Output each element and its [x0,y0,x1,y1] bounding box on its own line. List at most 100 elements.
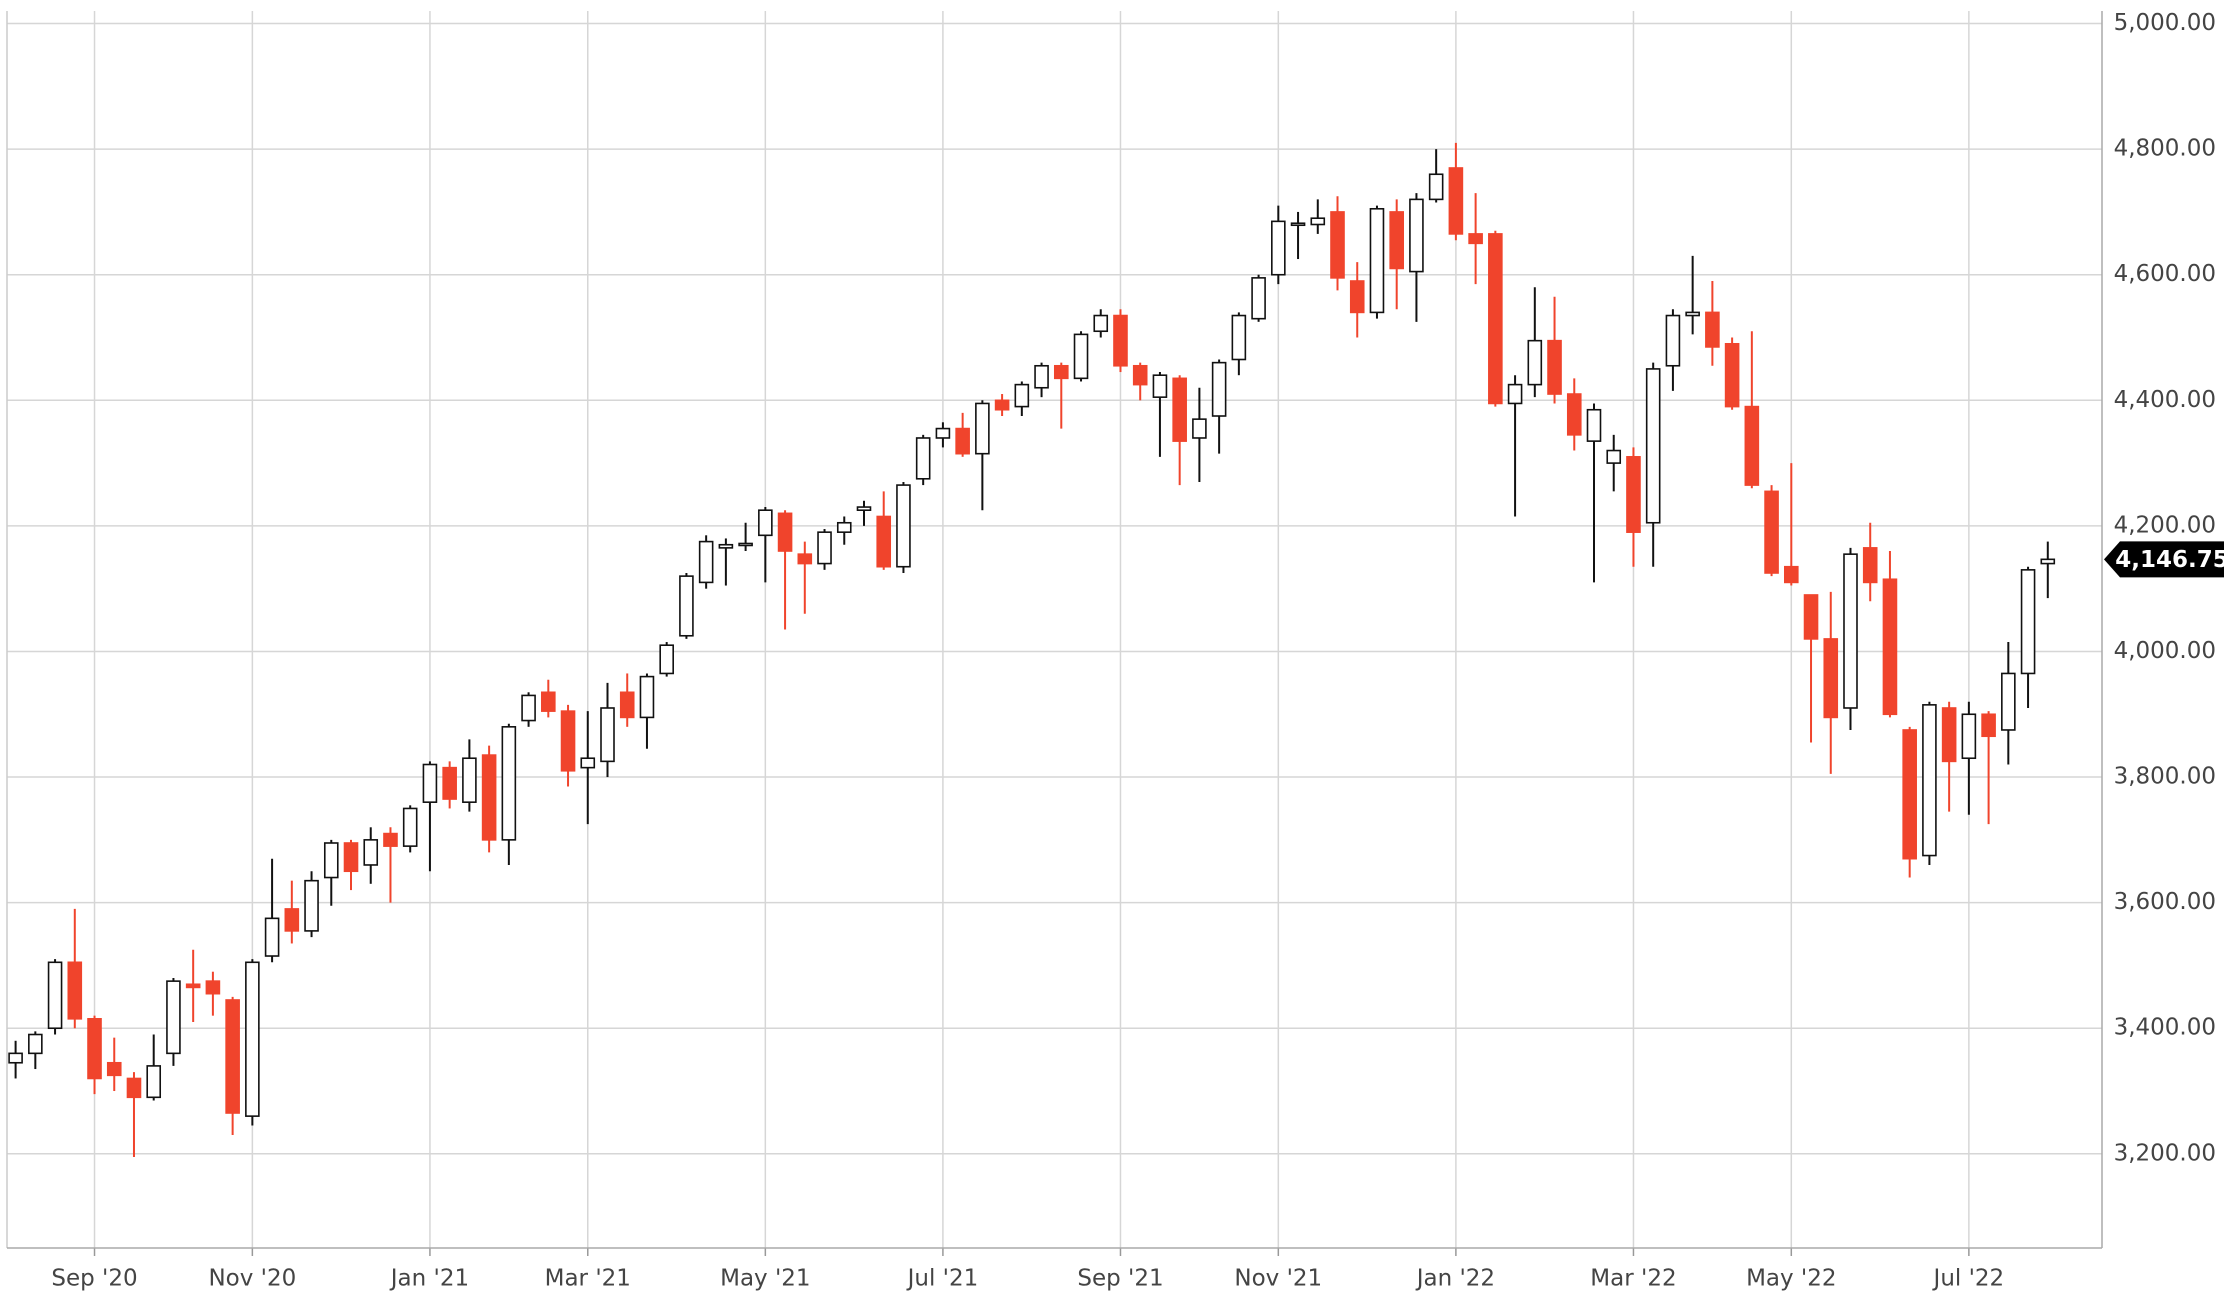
candle-body [284,908,300,932]
y-tick-label: 4,000.00 [2114,638,2216,664]
candle-body [679,575,694,637]
candle-body [1981,713,1996,738]
candle-body [8,1052,23,1064]
x-tick-label: Jul '22 [1932,1266,2005,1292]
candle-body [1231,314,1247,361]
candle-body [146,1065,162,1099]
candle-body [106,1061,122,1077]
candle-body [698,540,714,584]
candle-body [1507,383,1523,405]
candle-body [1862,547,1878,584]
candle-body [462,757,477,803]
candle-body [1941,707,1957,763]
candle-body [205,980,221,995]
candle-body [1488,233,1503,405]
candle-body [2040,558,2056,565]
candle-body [87,1018,102,1080]
candle-body [442,766,457,800]
candle-body [600,707,615,763]
candle-body [1724,342,1740,408]
candle-body [1369,207,1385,314]
candle-body [501,726,517,841]
candle-body [383,832,398,847]
candle-body [1192,418,1207,439]
candle-body [718,543,734,549]
y-tick-label: 3,400.00 [2114,1015,2216,1041]
y-tick-label: 3,200.00 [2114,1140,2216,1166]
x-tick-label: Mar '21 [545,1266,631,1292]
x-tick-label: Mar '22 [1590,1266,1676,1292]
candle-body [1586,408,1602,442]
candle-body [915,437,931,480]
candle-body [1053,364,1069,380]
y-tick-label: 4,600.00 [2114,261,2216,287]
candle-body [1803,594,1819,640]
candle-body [1093,314,1109,333]
candle-body [166,980,181,1055]
candle-body [1922,704,1937,857]
candle-body [2001,672,2016,731]
candle-body [28,1033,43,1055]
y-tick-label: 3,600.00 [2114,889,2216,915]
candle-body [185,983,201,989]
candle-body [1290,222,1306,227]
candle-body [1823,638,1839,719]
candle-body [363,839,379,866]
candle-body [1843,553,1858,709]
candle-body [935,427,951,439]
candle-body [541,691,556,712]
x-tick-label: May '21 [720,1266,810,1292]
candle-body [402,807,418,847]
candle-body [1448,167,1464,235]
candle-body [619,691,635,719]
candle-body [856,506,872,511]
candle-body [1626,456,1641,533]
candle-body [1172,377,1187,442]
candle-body [896,484,911,568]
candle-body [975,402,990,455]
candle-body [1428,173,1444,201]
candle-body [777,512,793,552]
candle-body [323,842,339,879]
y-tick-label: 5,000.00 [2114,10,2216,36]
candle-body [639,675,655,719]
candle-body [2020,569,2036,675]
candle-body [1251,277,1266,320]
candle-body [225,999,240,1114]
candle-body [994,399,1010,411]
candle-body [1705,311,1720,348]
candle-body [1744,405,1760,486]
candle-body [1113,314,1128,367]
candle-body [1902,729,1917,860]
candle-body [1566,393,1582,436]
candle-body [580,757,596,769]
last-price-label: 4,146.75 [2115,547,2224,573]
candle-body [521,694,536,722]
candle-body [1665,314,1681,367]
candle-body [1882,578,1898,716]
x-tick-label: Sep '20 [51,1266,137,1292]
candle-body [738,542,753,547]
candle-body [67,961,83,1020]
x-tick-label: Jan '22 [1415,1266,1495,1292]
candle-body [836,521,852,533]
candle-body [1211,361,1227,417]
candle-body [1132,364,1148,386]
candle-body [817,531,832,565]
candle-body [245,961,260,1117]
x-tick-label: Nov '20 [208,1266,296,1292]
candle-body [1764,490,1779,574]
x-tick-label: Jan '21 [389,1266,469,1292]
candle-body [304,879,319,932]
x-tick-label: Sep '21 [1077,1266,1163,1292]
y-tick-label: 4,400.00 [2114,387,2216,413]
x-tick-label: Jul '21 [906,1266,979,1292]
y-tick-label: 4,800.00 [2114,136,2216,162]
y-tick-label: 4,200.00 [2114,512,2216,538]
candle-body [758,509,773,537]
candle-body [264,917,280,957]
candle-body [659,644,674,675]
y-tick-label: 3,800.00 [2114,764,2216,790]
candle-body [47,961,63,1030]
